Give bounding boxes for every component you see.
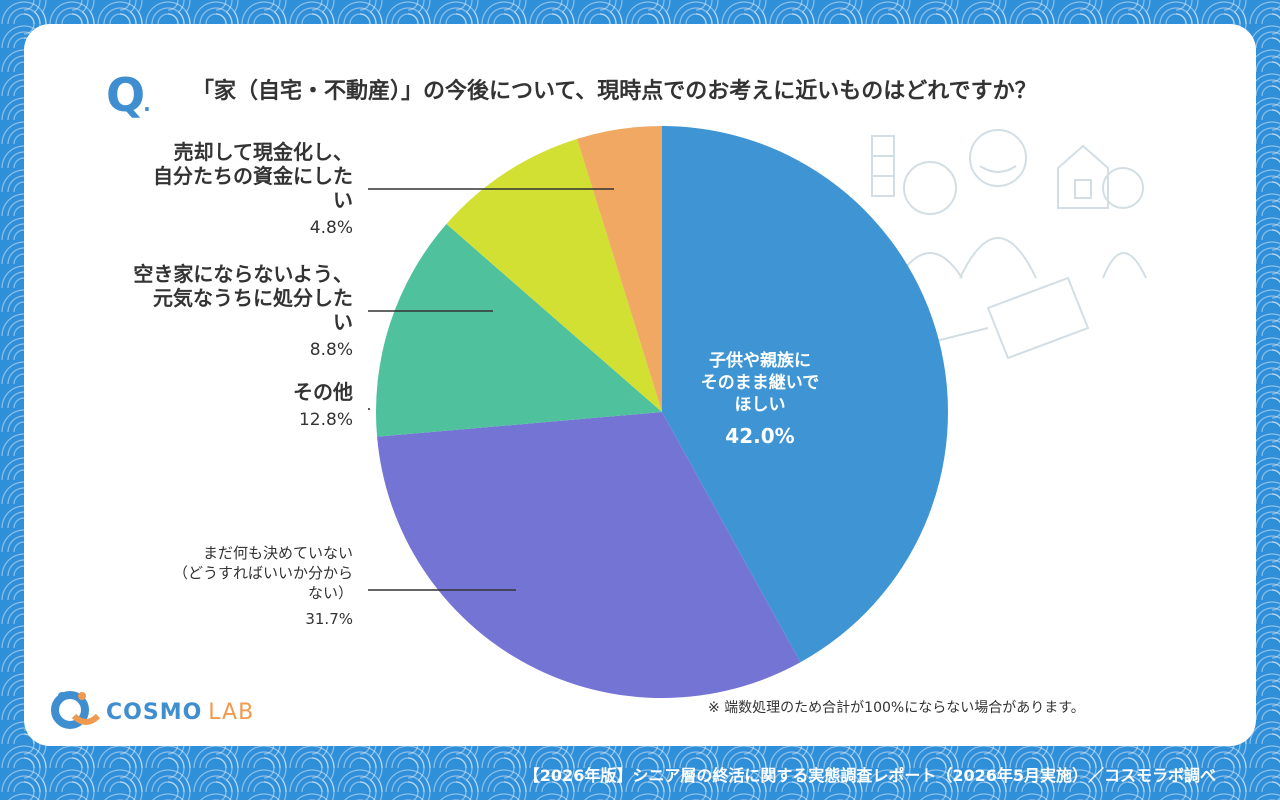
slice-label-undecided-line1: まだ何も決めていない <box>202 544 353 562</box>
logo-text: COSMO LAB <box>106 700 254 725</box>
slice-value-sell: 4.8% <box>309 218 353 238</box>
question-title: 「家（自宅・不動産）」の今後について、現時点でのお考えに近いものはどれですか？ <box>192 79 1037 104</box>
slice-label-other: その他 12.8% <box>293 380 353 432</box>
slice-label-other-line1: その他 <box>293 380 353 404</box>
slice-label-sell-line3: い <box>333 188 353 212</box>
slice-undecided <box>377 412 801 698</box>
slice-label-sell-line2: 自分たちの資金にした <box>153 164 353 188</box>
cosmo-lab-logo-icon <box>51 691 101 729</box>
seniors-illustration <box>871 129 1147 360</box>
slice-label-sell: 売却して現金化し、 自分たちの資金にした い 4.8% <box>153 140 353 240</box>
slice-label-dispose-line2: 元気なうちに処分した <box>153 286 353 310</box>
slice-other <box>376 224 662 437</box>
question-mark: Q. <box>106 68 151 122</box>
rounding-note: ※ 端数処理のため合計が100%にならない場合があります。 <box>708 700 1085 716</box>
slice-value-inheritance: 42.0% <box>725 424 795 448</box>
slice-label-sell-line1: 売却して現金化し、 <box>173 140 353 164</box>
slice-label-inheritance-line1: 子供や親族に <box>709 351 811 371</box>
slice-label-dispose-line1: 空き家にならないよう、 <box>133 262 353 286</box>
slice-value-dispose: 8.8% <box>309 340 353 360</box>
slice-label-inheritance: 子供や親族に そのまま継いで ほしい 42.0% <box>680 350 840 448</box>
slice-label-undecided: まだ何も決めていない （どうすればいいか分から ない） 31.7% <box>173 543 353 631</box>
slice-dispose <box>446 138 662 412</box>
slice-label-dispose-line3: い <box>333 310 353 334</box>
slice-label-inheritance-line2: そのまま継いで <box>700 373 820 393</box>
slice-label-dispose: 空き家にならないよう、 元気なうちに処分した い 8.8% <box>133 262 353 362</box>
slice-value-undecided: 31.7% <box>305 610 353 628</box>
slice-label-inheritance-line3: ほしい <box>734 395 786 415</box>
footer-source: 【2026年版】シニア層の終活に関する実態調査レポート（2026年5月実施）／コ… <box>523 766 1216 785</box>
logo-sub-text: LAB <box>208 700 255 725</box>
slice-sell <box>577 126 662 412</box>
slice-label-undecided-line3: ない） <box>307 584 353 602</box>
slice-label-undecided-line2: （どうすればいいか分から <box>172 564 353 582</box>
slice-value-other: 12.8% <box>298 410 353 430</box>
slice-inheritance <box>662 126 949 663</box>
logo-main-text: COSMO <box>106 700 203 725</box>
